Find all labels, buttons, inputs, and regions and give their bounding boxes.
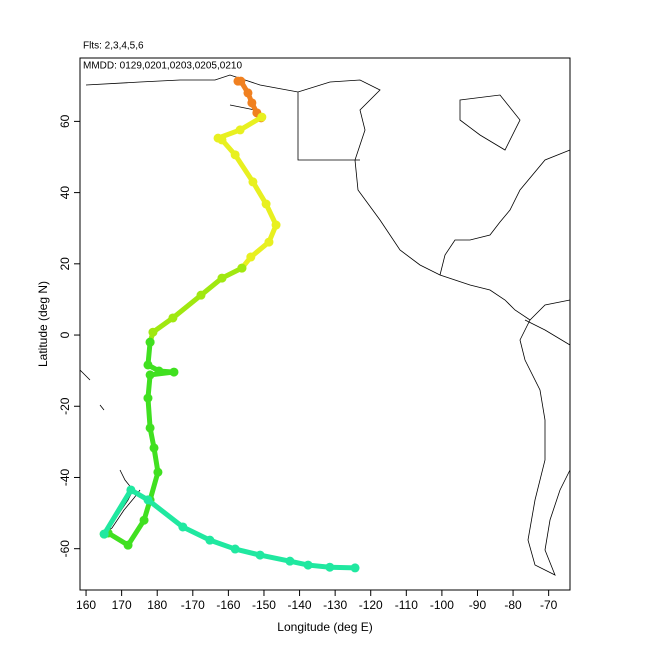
track-point: [145, 370, 155, 380]
track-point: [248, 177, 258, 187]
track-point: [205, 535, 215, 545]
x-tick-label: -80: [504, 598, 522, 612]
track-point: [285, 556, 295, 566]
track-point: [154, 366, 164, 376]
track-point: [196, 290, 206, 300]
track-point: [246, 252, 256, 262]
track-point: [237, 263, 247, 273]
track-point: [145, 423, 155, 433]
track-point: [126, 485, 136, 495]
track-point: [149, 443, 159, 453]
track-point: [236, 76, 246, 86]
x-tick-label: -160: [216, 598, 240, 612]
y-axis-label: Latitude (deg N): [36, 281, 50, 367]
coastlines: [79, 74, 571, 576]
x-axis-label: Longitude (deg E): [277, 620, 372, 634]
y-tick-label: -20: [58, 397, 72, 415]
x-tick-label: 180: [147, 598, 167, 612]
track-point: [217, 273, 227, 283]
track-point: [257, 112, 267, 122]
y-tick-label: -60: [58, 540, 72, 558]
track-point: [243, 88, 253, 98]
track-point: [264, 237, 274, 247]
track-point: [148, 327, 158, 337]
track-point: [99, 529, 109, 539]
track-point: [145, 337, 155, 347]
track-point: [255, 550, 265, 560]
y-tick-label: -40: [58, 468, 72, 486]
x-tick-label: 170: [112, 598, 132, 612]
islands: [79, 94, 521, 411]
y-tick-label: 20: [58, 257, 72, 271]
track-point: [168, 313, 178, 323]
track-point: [178, 522, 188, 532]
x-tick-label: -90: [469, 598, 487, 612]
track-point: [303, 560, 313, 570]
x-tick-label: -70: [540, 598, 558, 612]
track-line: [102, 487, 356, 571]
south-america: [519, 319, 571, 576]
track-point: [230, 544, 240, 554]
track-point: [271, 220, 281, 230]
y-tick-label: 60: [58, 114, 72, 128]
dates-label: MMDD: 0129,0201,0203,0205,0210: [83, 61, 242, 72]
track-point: [261, 199, 271, 209]
track-point: [143, 393, 153, 403]
track-point: [123, 540, 133, 550]
track-point: [143, 360, 153, 370]
x-tick-label: -120: [359, 598, 383, 612]
plot-frame: [79, 57, 571, 591]
x-tick-label: -170: [181, 598, 205, 612]
x-tick-label: -130: [323, 598, 347, 612]
y-tick-label: 40: [58, 186, 72, 200]
x-tick-label: -150: [252, 598, 276, 612]
track-point: [235, 125, 245, 135]
track-point: [230, 150, 240, 160]
track-line: [147, 265, 244, 343]
north-america: [85, 74, 571, 321]
flights-label: Flts: 2,3,4,5,6: [83, 41, 144, 52]
track-point: [325, 562, 335, 572]
x-tick-label: -110: [395, 598, 418, 612]
x-tick-label: -100: [430, 598, 454, 612]
track-point: [217, 135, 227, 145]
track-point: [247, 98, 257, 108]
x-tick-label: -140: [288, 598, 312, 612]
y-tick-label: 0: [58, 331, 72, 338]
track-point: [350, 563, 360, 573]
track-point: [153, 467, 163, 477]
track-point: [139, 515, 149, 525]
x-tick-label: 160: [76, 598, 96, 612]
track-point: [169, 367, 179, 377]
track-point: [143, 495, 153, 505]
